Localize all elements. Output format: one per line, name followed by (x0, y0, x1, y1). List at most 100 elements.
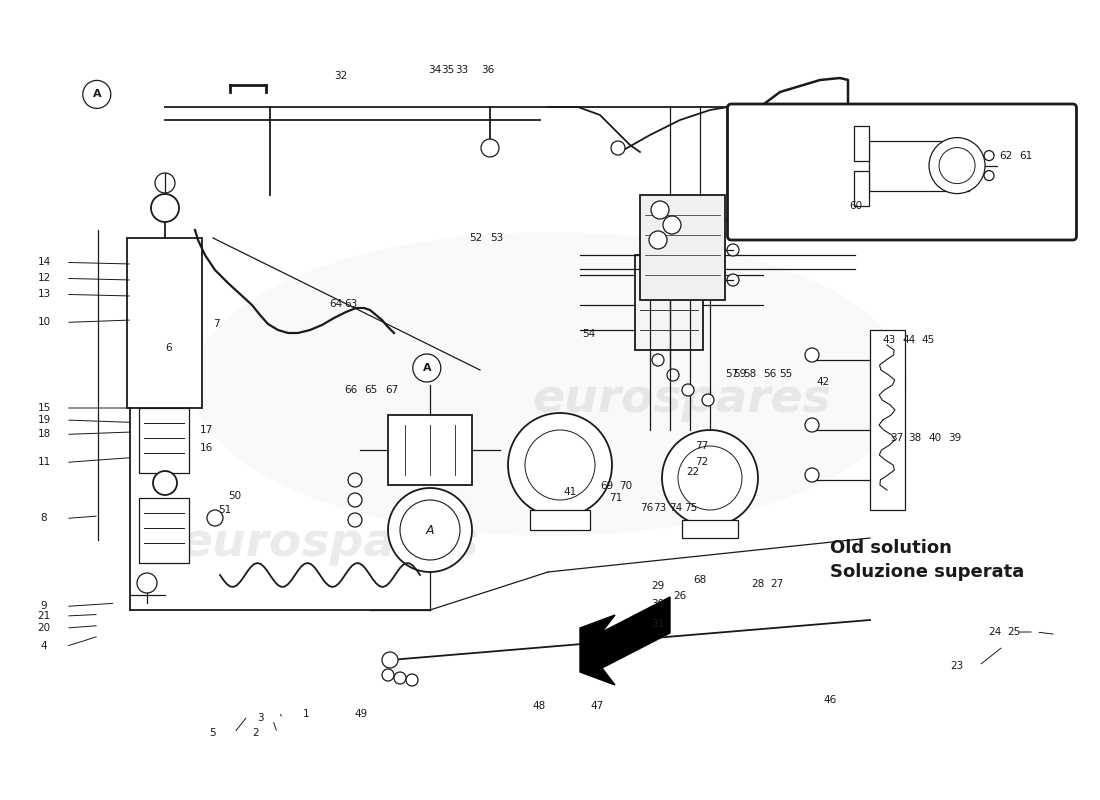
Circle shape (388, 488, 472, 572)
Text: Old solution: Old solution (830, 539, 953, 557)
Circle shape (663, 216, 681, 234)
Circle shape (400, 500, 460, 560)
Text: 29: 29 (651, 582, 664, 591)
Bar (126, 238, 202, 408)
Text: 37: 37 (890, 434, 903, 443)
Bar (958, 138, 1008, 183)
Text: 56: 56 (763, 370, 777, 379)
Text: 27: 27 (770, 579, 783, 589)
Circle shape (481, 139, 499, 157)
Text: 72: 72 (695, 458, 708, 467)
Circle shape (1008, 171, 1018, 181)
Text: 26: 26 (673, 591, 686, 601)
Text: 62: 62 (999, 151, 1012, 161)
Circle shape (662, 430, 758, 526)
Text: 39: 39 (948, 434, 961, 443)
Bar (139, 498, 189, 563)
Text: 71: 71 (609, 493, 623, 502)
Text: 34: 34 (428, 66, 441, 75)
Text: 47: 47 (591, 701, 604, 710)
Text: 7: 7 (213, 319, 220, 329)
Text: 75: 75 (684, 503, 697, 513)
Circle shape (933, 178, 947, 192)
Polygon shape (580, 597, 670, 685)
Text: 70: 70 (619, 482, 632, 491)
Text: 3: 3 (257, 714, 264, 723)
Text: 50: 50 (228, 491, 241, 501)
Text: 12: 12 (37, 274, 51, 283)
Text: 58: 58 (744, 370, 757, 379)
Text: A: A (426, 523, 434, 537)
Text: 38: 38 (909, 434, 922, 443)
Text: 49: 49 (354, 710, 367, 719)
Text: 61: 61 (1020, 151, 1033, 161)
Circle shape (382, 669, 394, 681)
Text: 43: 43 (882, 335, 895, 345)
Circle shape (727, 244, 739, 256)
Text: 9: 9 (41, 602, 47, 611)
Circle shape (155, 173, 175, 193)
Circle shape (805, 418, 820, 432)
Circle shape (138, 573, 157, 593)
Text: 57: 57 (725, 370, 738, 379)
Circle shape (508, 413, 612, 517)
Text: 41: 41 (563, 487, 576, 497)
Text: 45: 45 (922, 335, 935, 345)
Text: 14: 14 (37, 258, 51, 267)
Text: 66: 66 (344, 386, 358, 395)
Text: 55: 55 (779, 370, 792, 379)
Text: 40: 40 (928, 434, 942, 443)
Text: 23: 23 (950, 661, 964, 670)
Bar (530, 510, 590, 530)
Text: 52: 52 (470, 234, 483, 243)
Text: 33: 33 (455, 66, 469, 75)
Circle shape (805, 348, 820, 362)
FancyBboxPatch shape (727, 104, 1077, 240)
Ellipse shape (192, 232, 907, 536)
Text: eurospares: eurospares (532, 378, 832, 422)
Circle shape (930, 138, 986, 194)
Circle shape (984, 170, 994, 181)
Circle shape (727, 274, 739, 286)
Bar (869, 141, 969, 190)
Circle shape (610, 141, 625, 155)
Circle shape (649, 231, 667, 249)
Text: 25: 25 (1008, 627, 1021, 637)
Text: 77: 77 (695, 442, 708, 451)
Text: 67: 67 (385, 386, 398, 395)
Bar (640, 195, 725, 300)
Text: 24: 24 (988, 627, 1001, 637)
Circle shape (651, 201, 669, 219)
Text: 13: 13 (37, 290, 51, 299)
Bar (682, 520, 738, 538)
Text: 51: 51 (218, 506, 231, 515)
Text: 10: 10 (37, 318, 51, 327)
Text: 73: 73 (653, 503, 667, 513)
Text: 21: 21 (37, 611, 51, 621)
Circle shape (82, 80, 111, 109)
Text: A: A (422, 363, 431, 373)
Text: 16: 16 (200, 443, 213, 453)
Text: 31: 31 (651, 619, 664, 629)
Circle shape (952, 178, 965, 192)
Text: 20: 20 (37, 623, 51, 633)
Circle shape (939, 147, 975, 184)
Circle shape (984, 150, 994, 161)
Circle shape (394, 672, 406, 684)
Circle shape (525, 430, 595, 500)
Text: 59: 59 (734, 370, 747, 379)
Text: 1: 1 (302, 710, 309, 719)
Text: 60: 60 (849, 202, 862, 211)
Text: 4: 4 (41, 642, 47, 651)
Text: 15: 15 (37, 403, 51, 413)
Circle shape (348, 493, 362, 507)
Circle shape (667, 369, 679, 381)
Text: A: A (92, 90, 101, 99)
Text: 54: 54 (582, 330, 595, 339)
Text: 11: 11 (37, 458, 51, 467)
Text: 22: 22 (686, 467, 700, 477)
Text: 6: 6 (165, 343, 172, 353)
Bar (388, 415, 472, 485)
Text: 17: 17 (200, 426, 213, 435)
Bar (139, 408, 189, 473)
